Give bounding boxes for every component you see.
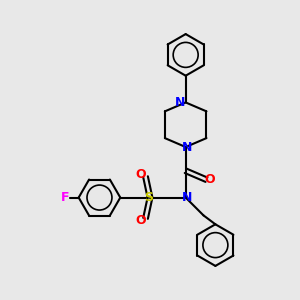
Text: F: F xyxy=(61,191,70,204)
Text: N: N xyxy=(175,96,185,109)
Text: O: O xyxy=(136,214,146,227)
Text: S: S xyxy=(144,191,153,204)
Text: N: N xyxy=(182,140,192,154)
Text: N: N xyxy=(182,191,192,204)
Text: O: O xyxy=(205,173,215,186)
Text: O: O xyxy=(136,168,146,181)
